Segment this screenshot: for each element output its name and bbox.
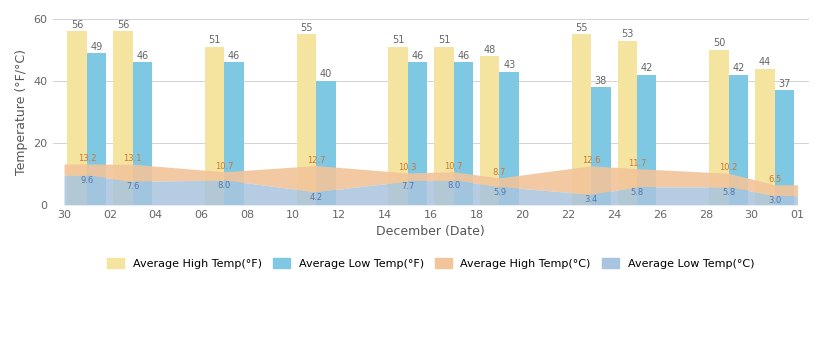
Text: 46: 46 — [457, 51, 470, 61]
Text: 56: 56 — [117, 20, 129, 30]
Text: 48: 48 — [484, 45, 496, 55]
Legend: Average High Temp(°F), Average Low Temp(°F), Average High Temp(°C), Average Low : Average High Temp(°F), Average Low Temp(… — [103, 254, 759, 274]
Text: 42: 42 — [641, 63, 653, 73]
Text: 40: 40 — [320, 70, 332, 79]
Bar — [454, 62, 473, 205]
Text: 8.7: 8.7 — [493, 168, 506, 177]
Text: 5.8: 5.8 — [630, 188, 643, 197]
Bar — [618, 41, 637, 205]
Bar — [113, 31, 133, 205]
Bar — [296, 34, 316, 205]
Bar — [434, 47, 454, 205]
Text: 7.6: 7.6 — [126, 182, 139, 191]
Bar — [87, 53, 106, 205]
Text: 4.2: 4.2 — [310, 193, 323, 202]
Bar — [224, 62, 244, 205]
Text: 8.0: 8.0 — [447, 181, 461, 190]
Text: 10.3: 10.3 — [398, 163, 417, 172]
Text: 43: 43 — [503, 60, 515, 70]
Bar — [500, 72, 519, 205]
Text: 10.7: 10.7 — [215, 162, 234, 171]
Text: 37: 37 — [778, 79, 790, 89]
Text: 13.2: 13.2 — [78, 154, 96, 163]
Text: 44: 44 — [759, 57, 771, 67]
X-axis label: December (Date): December (Date) — [376, 225, 485, 238]
Text: 3.4: 3.4 — [584, 195, 598, 204]
Text: 10.7: 10.7 — [444, 162, 463, 171]
Y-axis label: Temperature (°F/°C): Temperature (°F/°C) — [15, 49, 28, 175]
Text: 12.6: 12.6 — [582, 156, 600, 165]
Bar — [591, 87, 611, 205]
Text: 38: 38 — [595, 76, 607, 85]
Text: 50: 50 — [713, 38, 725, 49]
Bar — [388, 47, 408, 205]
Text: 12.7: 12.7 — [307, 156, 325, 165]
Text: 5.9: 5.9 — [493, 188, 506, 197]
Bar — [205, 47, 224, 205]
Bar — [755, 68, 774, 205]
Text: 56: 56 — [71, 20, 83, 30]
Text: 51: 51 — [208, 35, 221, 45]
Text: 55: 55 — [575, 23, 588, 33]
Text: 46: 46 — [136, 51, 149, 61]
Text: 46: 46 — [412, 51, 423, 61]
Bar — [133, 62, 152, 205]
Text: 9.6: 9.6 — [81, 176, 94, 185]
Text: 8.0: 8.0 — [217, 181, 231, 190]
Bar — [709, 50, 729, 205]
Bar — [408, 62, 427, 205]
Text: 49: 49 — [90, 42, 103, 51]
Bar — [480, 56, 500, 205]
Text: 10.2: 10.2 — [720, 163, 738, 172]
Text: 6.5: 6.5 — [768, 175, 781, 184]
Text: 55: 55 — [300, 23, 313, 33]
Bar — [774, 90, 794, 205]
Text: 46: 46 — [228, 51, 241, 61]
Text: 53: 53 — [621, 29, 633, 39]
Text: 13.1: 13.1 — [124, 154, 142, 163]
Text: 5.8: 5.8 — [722, 188, 735, 197]
Text: 3.0: 3.0 — [768, 197, 781, 206]
Bar — [316, 81, 335, 205]
Text: 11.7: 11.7 — [627, 159, 647, 168]
Bar — [729, 75, 748, 205]
Text: 51: 51 — [392, 35, 404, 45]
Text: 42: 42 — [732, 63, 745, 73]
Text: 7.7: 7.7 — [401, 182, 414, 191]
Bar — [637, 75, 657, 205]
Bar — [67, 31, 87, 205]
Text: 51: 51 — [437, 35, 450, 45]
Bar — [572, 34, 591, 205]
